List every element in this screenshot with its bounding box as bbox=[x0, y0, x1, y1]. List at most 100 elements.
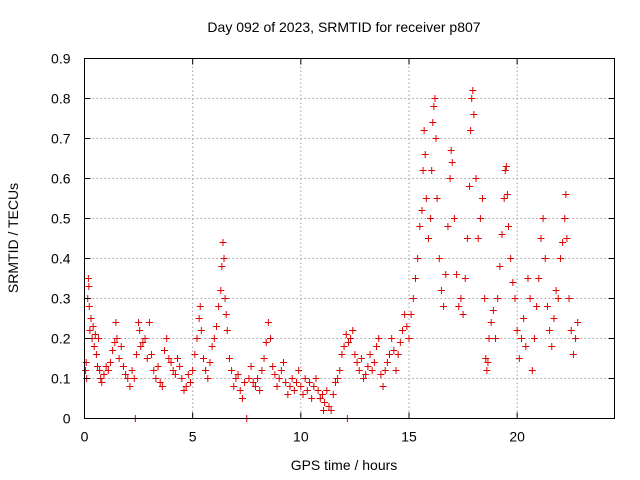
data-point bbox=[370, 359, 378, 366]
data-point bbox=[431, 95, 439, 102]
data-point bbox=[347, 335, 355, 342]
data-point bbox=[500, 195, 508, 202]
data-point bbox=[501, 167, 509, 174]
data-point bbox=[562, 191, 570, 198]
data-point bbox=[467, 127, 475, 134]
data-point bbox=[184, 371, 192, 378]
data-point bbox=[238, 395, 246, 402]
data-point bbox=[466, 183, 474, 190]
data-point bbox=[284, 391, 292, 398]
data-point bbox=[97, 375, 105, 382]
data-point bbox=[220, 255, 228, 262]
data-point bbox=[492, 335, 500, 342]
chart-title: Day 092 of 2023, SRMTID for receiver p80… bbox=[207, 19, 480, 35]
data-point bbox=[507, 255, 515, 262]
data-point bbox=[569, 351, 577, 358]
data-point bbox=[432, 135, 440, 142]
data-point bbox=[174, 355, 182, 362]
data-point bbox=[537, 235, 545, 242]
data-point bbox=[450, 215, 458, 222]
data-point bbox=[513, 327, 521, 334]
data-point bbox=[251, 383, 259, 390]
data-point bbox=[429, 119, 437, 126]
data-point bbox=[297, 383, 305, 390]
data-point bbox=[401, 311, 409, 318]
data-point bbox=[132, 351, 140, 358]
data-point bbox=[522, 343, 530, 350]
data-series bbox=[82, 87, 582, 422]
data-point bbox=[314, 387, 322, 394]
data-point bbox=[165, 355, 173, 362]
data-point bbox=[344, 339, 352, 346]
data-point bbox=[269, 363, 277, 370]
data-point bbox=[143, 355, 151, 362]
data-point bbox=[217, 287, 225, 294]
data-point bbox=[280, 359, 288, 366]
data-point bbox=[517, 335, 525, 342]
data-point bbox=[430, 103, 438, 110]
data-point bbox=[418, 207, 426, 214]
data-point bbox=[260, 355, 268, 362]
data-point bbox=[197, 327, 205, 334]
data-point bbox=[386, 351, 394, 358]
grid bbox=[84, 58, 615, 419]
data-point bbox=[446, 175, 454, 182]
data-point bbox=[124, 375, 132, 382]
data-point bbox=[178, 375, 186, 382]
data-point bbox=[102, 363, 110, 370]
data-point bbox=[191, 351, 199, 358]
data-point bbox=[455, 303, 463, 310]
data-point bbox=[572, 335, 580, 342]
data-point bbox=[379, 383, 387, 390]
data-point bbox=[483, 367, 491, 374]
data-point bbox=[312, 375, 320, 382]
data-point bbox=[469, 87, 477, 94]
data-point bbox=[368, 367, 376, 374]
data-point bbox=[249, 379, 257, 386]
data-point bbox=[481, 295, 489, 302]
data-point bbox=[474, 235, 482, 242]
data-point bbox=[351, 351, 359, 358]
data-point bbox=[342, 331, 350, 338]
data-point bbox=[461, 275, 469, 282]
data-point bbox=[95, 335, 103, 342]
data-point bbox=[128, 367, 136, 374]
data-point bbox=[167, 359, 175, 366]
data-point bbox=[476, 215, 484, 222]
data-point bbox=[388, 335, 396, 342]
data-point bbox=[574, 319, 582, 326]
data-point bbox=[308, 395, 316, 402]
data-point bbox=[362, 371, 370, 378]
x-axis-label: GPS time / hours bbox=[291, 457, 398, 473]
x-tick-label: 0 bbox=[81, 429, 89, 445]
data-point bbox=[84, 275, 92, 282]
data-point bbox=[122, 371, 130, 378]
data-point bbox=[267, 335, 275, 342]
data-point bbox=[234, 371, 242, 378]
data-point bbox=[396, 339, 404, 346]
data-point bbox=[223, 327, 231, 334]
data-point bbox=[316, 395, 324, 402]
data-point bbox=[444, 223, 452, 230]
data-point bbox=[447, 147, 455, 154]
data-point bbox=[377, 371, 385, 378]
data-point bbox=[546, 327, 554, 334]
data-point bbox=[290, 387, 298, 394]
data-point bbox=[392, 367, 400, 374]
data-point bbox=[262, 339, 270, 346]
data-point bbox=[247, 363, 255, 370]
data-point bbox=[241, 379, 249, 386]
data-point bbox=[230, 383, 238, 390]
data-point bbox=[96, 367, 104, 374]
data-point bbox=[457, 295, 465, 302]
data-point bbox=[528, 367, 536, 374]
x-axis-tick-labels: 0 5 10 15 20 bbox=[81, 429, 526, 445]
data-point bbox=[520, 315, 528, 322]
data-point bbox=[158, 383, 166, 390]
data-point bbox=[414, 255, 422, 262]
data-point bbox=[288, 375, 296, 382]
data-point bbox=[258, 367, 266, 374]
data-point bbox=[82, 359, 90, 366]
data-point bbox=[482, 355, 490, 362]
data-point bbox=[85, 283, 93, 290]
